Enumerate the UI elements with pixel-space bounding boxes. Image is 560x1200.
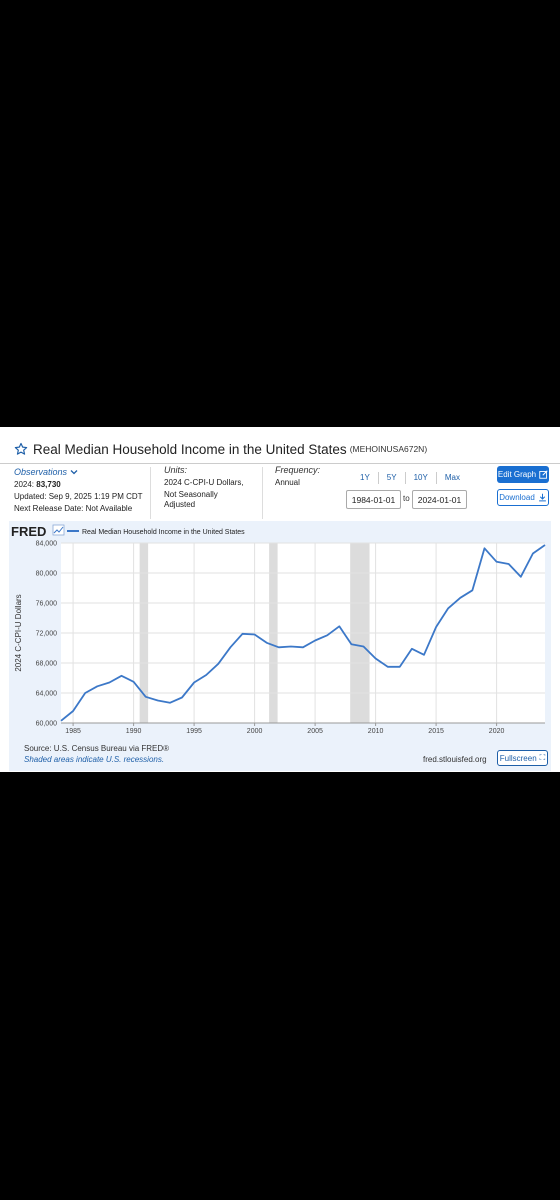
next-release-date: Next Release Date: Not Available bbox=[14, 504, 133, 513]
observations-block: Observations 2024: 83,730 Updated: Sep 9… bbox=[14, 467, 154, 514]
edit-graph-label: Edit Graph bbox=[497, 470, 537, 479]
updated-date: Updated: Sep 9, 2025 1:19 PM CDT bbox=[14, 492, 143, 501]
recession-note: Shaded areas indicate U.S. recessions. bbox=[24, 755, 165, 764]
units-line-2: Not Seasonally bbox=[164, 490, 218, 499]
legend-label: Real Median Household Income in the Unit… bbox=[82, 529, 245, 536]
x-tick-label: 2015 bbox=[428, 728, 444, 735]
y-tick-label: 72,000 bbox=[36, 631, 58, 638]
column-divider bbox=[150, 467, 151, 519]
y-tick-label: 60,000 bbox=[36, 721, 58, 728]
y-tick-label: 84,000 bbox=[36, 541, 58, 548]
source-text: Source: U.S. Census Bureau via FRED® bbox=[24, 744, 170, 753]
download-button[interactable]: Download bbox=[497, 489, 549, 506]
line-chart[interactable]: FRED Real Median Household Income in the… bbox=[9, 521, 551, 741]
latest-label: 2024: bbox=[14, 480, 35, 489]
y-tick-label: 76,000 bbox=[36, 601, 58, 608]
fred-logo-icon bbox=[52, 524, 65, 536]
chart-panel: FRED Real Median Household Income in the… bbox=[9, 521, 551, 771]
observations-toggle[interactable]: Observations bbox=[14, 467, 154, 477]
units-block: Units: 2024 C-CPI-U Dollars, Not Seasona… bbox=[164, 465, 264, 510]
range-5y-button[interactable]: 5Y bbox=[379, 472, 406, 484]
x-tick-label: 1995 bbox=[186, 728, 202, 735]
fullscreen-icon: ⛶ bbox=[539, 753, 546, 762]
x-tick-label: 2010 bbox=[368, 728, 384, 735]
y-tick-label: 80,000 bbox=[36, 571, 58, 578]
start-date-input[interactable]: 1984-01-01 bbox=[346, 490, 401, 509]
page-title: Real Median Household Income in the Unit… bbox=[33, 441, 347, 457]
y-axis-label: 2024 C-CPI-U Dollars bbox=[14, 594, 23, 671]
x-tick-label: 2005 bbox=[307, 728, 323, 735]
download-icon bbox=[538, 493, 546, 502]
frequency-label: Frequency: bbox=[275, 465, 321, 475]
range-10y-button[interactable]: 10Y bbox=[406, 472, 437, 484]
y-tick-label: 64,000 bbox=[36, 691, 58, 698]
frequency-value: Annual bbox=[275, 478, 300, 487]
fullscreen-button[interactable]: Fullscreen ⛶ bbox=[497, 750, 548, 766]
range-max-button[interactable]: Max bbox=[444, 473, 460, 482]
x-tick-label: 2020 bbox=[489, 728, 505, 735]
site-url[interactable]: fred.stlouisfed.org bbox=[423, 755, 487, 764]
x-tick-label: 2000 bbox=[247, 728, 263, 735]
chevron-down-icon bbox=[70, 470, 78, 475]
column-divider bbox=[262, 467, 263, 519]
x-tick-label: 1985 bbox=[65, 728, 81, 735]
y-tick-label: 68,000 bbox=[36, 661, 58, 668]
units-label: Units: bbox=[164, 465, 188, 475]
units-line-3: Adjusted bbox=[164, 500, 196, 509]
series-card: Real Median Household Income in the Unit… bbox=[0, 427, 560, 772]
edit-graph-button[interactable]: Edit Graph bbox=[497, 466, 549, 483]
series-id: (MEHOINUSA672N) bbox=[349, 444, 428, 454]
fred-logo: FRED bbox=[11, 524, 46, 539]
x-tick-label: 1990 bbox=[126, 728, 142, 735]
latest-value: 83,730 bbox=[36, 480, 61, 489]
divider bbox=[0, 463, 560, 464]
date-to-label: to bbox=[403, 494, 410, 503]
edit-icon bbox=[539, 470, 548, 479]
units-line-1: 2024 C-CPI-U Dollars, bbox=[164, 478, 244, 487]
observations-label: Observations bbox=[14, 467, 68, 477]
fullscreen-label: Fullscreen bbox=[499, 753, 537, 763]
range-1y-button[interactable]: 1Y bbox=[352, 472, 379, 484]
end-date-input[interactable]: 2024-01-01 bbox=[412, 490, 467, 509]
frequency-block: Frequency: Annual bbox=[275, 465, 345, 488]
latest-observation: 2024: 83,730 bbox=[14, 480, 154, 490]
download-label: Download bbox=[499, 493, 535, 502]
title-row: Real Median Household Income in the Unit… bbox=[14, 439, 552, 459]
series-line bbox=[60, 544, 546, 722]
star-icon[interactable] bbox=[14, 442, 28, 456]
range-buttons: 1Y 5Y 10Y Max bbox=[352, 472, 468, 484]
